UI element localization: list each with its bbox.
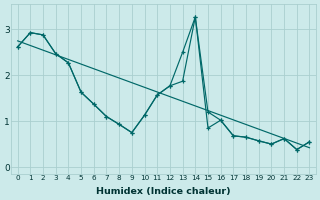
X-axis label: Humidex (Indice chaleur): Humidex (Indice chaleur) (96, 187, 231, 196)
